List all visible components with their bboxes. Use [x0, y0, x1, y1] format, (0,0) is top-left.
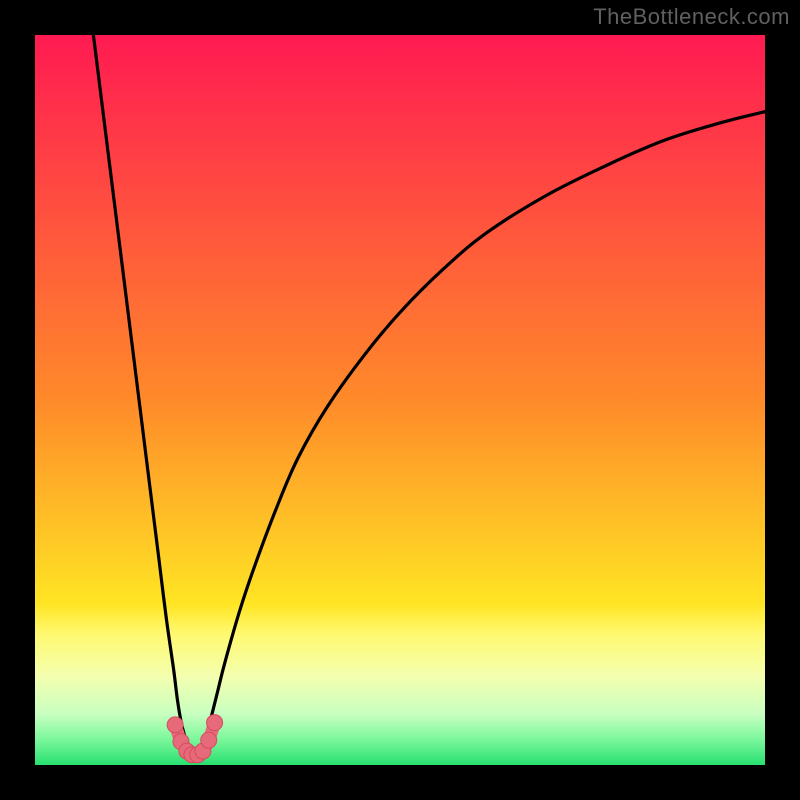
bottleneck-curve-chart	[0, 0, 800, 800]
chart-container: TheBottleneck.com	[0, 0, 800, 800]
marker-dot	[207, 715, 223, 731]
marker-dot	[201, 732, 217, 748]
right-curve	[196, 112, 765, 756]
marker-dot	[167, 717, 183, 733]
left-curve	[93, 35, 195, 756]
watermark-text: TheBottleneck.com	[593, 4, 790, 30]
